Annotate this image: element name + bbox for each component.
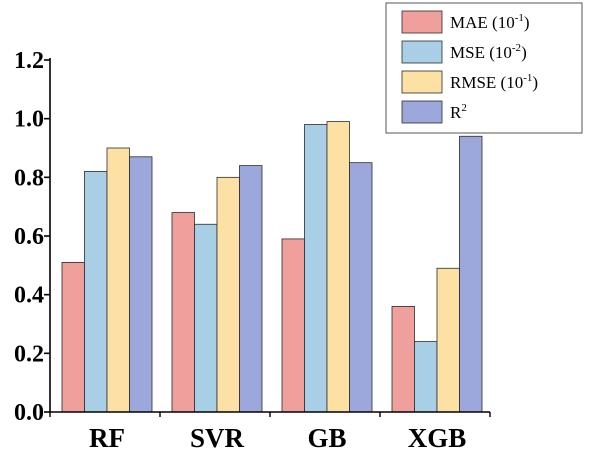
bar-r-rf <box>129 156 153 413</box>
legend-label-mae: MAE (10-1) <box>450 12 530 32</box>
x-category-label: GB <box>307 423 346 453</box>
legend-swatch-mse <box>401 40 443 64</box>
legend-label-mse: MSE (10-2) <box>450 42 527 62</box>
bar-mse-xgb <box>414 341 438 413</box>
bar-mae-svr <box>171 212 195 413</box>
bar-rmse-rf <box>106 147 130 413</box>
bar-r-xgb <box>459 135 483 413</box>
legend-label-rmse: RMSE (10-1) <box>450 72 538 92</box>
bar-mae-gb <box>281 238 305 413</box>
x-category-label: XGB <box>408 423 467 453</box>
y-tick-label: 0.0 <box>14 400 44 426</box>
y-tick-label: 0.6 <box>14 224 44 250</box>
bar-mse-svr <box>194 223 218 413</box>
y-tick-label: 1.0 <box>14 107 44 133</box>
bar-mse-gb <box>304 124 328 413</box>
bar-rmse-svr <box>216 176 240 413</box>
bar-rmse-xgb <box>436 267 460 413</box>
bar-mse-rf <box>84 171 108 413</box>
legend-swatch-mae <box>401 10 443 34</box>
bar-mae-xgb <box>391 305 415 413</box>
bar-r-svr <box>239 165 263 413</box>
y-tick-label: 0.2 <box>14 341 44 367</box>
y-tick-label: 1.2 <box>14 48 44 74</box>
legend-swatch-r <box>401 100 443 124</box>
bar-r-gb <box>349 162 373 413</box>
bars-layer <box>61 121 483 413</box>
legend-swatch-rmse <box>401 70 443 94</box>
x-category-label: RF <box>89 423 125 453</box>
y-tick-label: 0.8 <box>14 165 44 191</box>
bar-mae-rf <box>61 261 85 413</box>
legend-label-r: R2 <box>450 102 467 122</box>
y-tick-label: 0.4 <box>14 283 44 309</box>
legend: MAE (10-1) MSE (10-2) RMSE (10-1) R2 <box>385 2 583 134</box>
x-category-label: SVR <box>190 423 245 453</box>
axes-layer: 0.0 0.2 0.4 0.6 0.8 1.0 1.2 RF SVR GB XGB <box>14 48 491 453</box>
bar-rmse-gb <box>326 121 350 413</box>
